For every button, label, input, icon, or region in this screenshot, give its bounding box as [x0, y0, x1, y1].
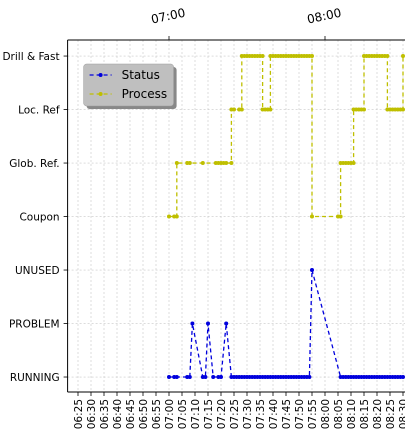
- legend-marker: [98, 92, 103, 96]
- x-tick-label: 08:30: [398, 399, 405, 429]
- y-tick-label: Glob. Ref.: [9, 158, 59, 170]
- marker: [351, 161, 356, 166]
- marker: [310, 214, 314, 219]
- x-tick-label: 07:55: [307, 399, 319, 429]
- marker: [211, 375, 216, 380]
- x-tick-label: 06:50: [138, 399, 150, 429]
- marker: [239, 107, 244, 112]
- x-tick-label: 08:20: [372, 399, 384, 429]
- marker: [268, 107, 273, 112]
- x-tick-label: 07:00: [164, 399, 176, 429]
- x-tick-label: 07:05: [177, 399, 189, 429]
- x-tick-label: 08:05: [333, 399, 345, 429]
- marker: [385, 54, 390, 59]
- y-tick-label: Loc. Ref: [18, 105, 60, 117]
- marker: [203, 375, 208, 380]
- marker: [310, 268, 314, 273]
- marker: [167, 214, 171, 219]
- marker: [174, 161, 179, 166]
- marker: [174, 375, 179, 380]
- x-tick-label: 07:25: [229, 399, 241, 429]
- x-tick-label: 06:35: [99, 399, 111, 429]
- x-tick-label: 06:55: [151, 399, 163, 429]
- x-tick-label: 06:40: [112, 399, 124, 429]
- legend-label: Status: [122, 68, 160, 82]
- x-tick-label: 07:35: [255, 399, 267, 429]
- marker: [307, 375, 312, 380]
- x-tick-label: 08:10: [346, 399, 358, 429]
- x-tick-label: 06:25: [73, 399, 85, 429]
- marker: [232, 107, 236, 112]
- x-tick-label: 07:15: [203, 399, 215, 429]
- plot-area: [167, 54, 405, 380]
- x-tick-label: 06:45: [125, 399, 137, 429]
- y-tick-label: RUNNING: [10, 372, 60, 384]
- marker: [219, 375, 223, 380]
- x-tick-label: 08:00: [320, 399, 332, 429]
- y-tick-label: Coupon: [19, 212, 59, 224]
- marker: [187, 375, 192, 380]
- marker: [401, 375, 405, 380]
- marker: [401, 107, 405, 112]
- legend-marker: [98, 73, 103, 77]
- marker: [401, 54, 405, 59]
- marker: [187, 161, 192, 166]
- x-tick-label: 07:45: [281, 399, 293, 429]
- x-tick-label: 07:10: [190, 399, 202, 429]
- marker: [229, 161, 234, 166]
- marker: [174, 214, 179, 219]
- marker: [362, 107, 366, 112]
- marker: [224, 321, 229, 326]
- x-tick-label: 08:15: [359, 399, 371, 429]
- x-tick-label: 08:25: [385, 399, 397, 429]
- marker: [200, 161, 205, 166]
- marker: [190, 321, 195, 326]
- x-tick-label: 06:30: [86, 399, 98, 429]
- y-tick-label: PROBLEM: [9, 319, 60, 331]
- marker: [206, 321, 210, 326]
- x-tick-label: 07:30: [242, 399, 254, 429]
- x-tick-label: 07:20: [216, 399, 228, 429]
- y-tick-label: UNUSED: [15, 265, 60, 277]
- x-tick-label: 07:40: [268, 399, 280, 429]
- marker: [260, 54, 265, 59]
- legend: Status Process: [83, 63, 177, 109]
- x-tick-label: 07:50: [294, 399, 306, 429]
- marker: [310, 54, 314, 59]
- marker: [167, 375, 171, 380]
- y-tick-label: Drill & Fast: [2, 51, 59, 63]
- marker: [224, 161, 229, 166]
- legend-label: Process: [122, 87, 168, 101]
- marker: [338, 214, 343, 219]
